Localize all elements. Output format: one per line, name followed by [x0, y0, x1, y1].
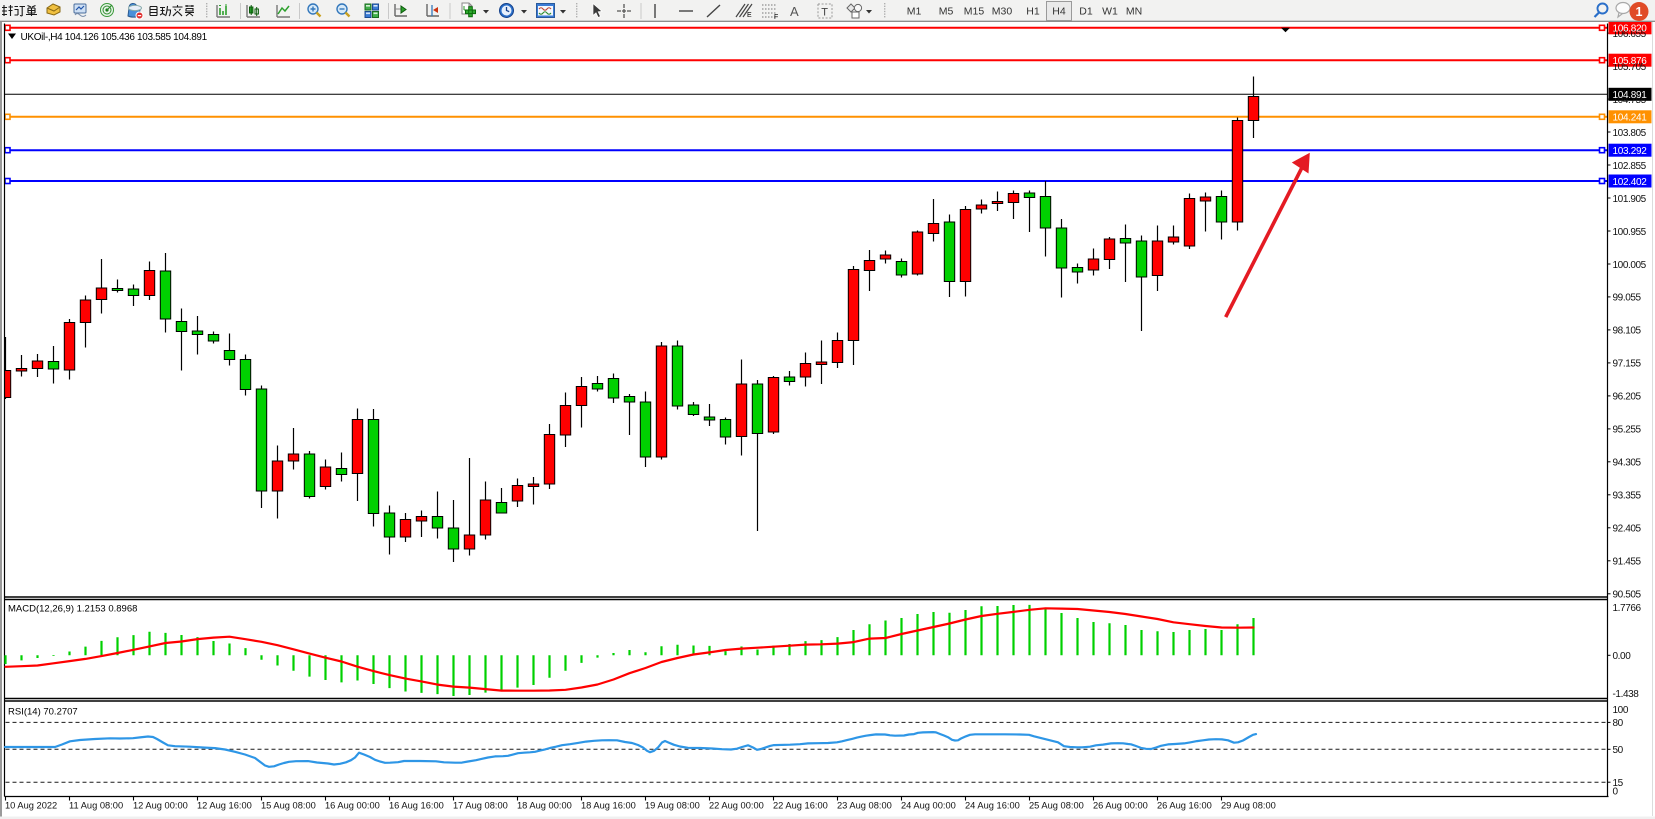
svg-text:29 Aug 08:00: 29 Aug 08:00 — [1221, 801, 1276, 811]
svg-text:M5: M5 — [939, 6, 954, 18]
svg-text:98.105: 98.105 — [1613, 326, 1642, 337]
svg-text:25 Aug 08:00: 25 Aug 08:00 — [1029, 801, 1084, 811]
svg-text:91.455: 91.455 — [1613, 557, 1642, 568]
svg-text:96.205: 96.205 — [1613, 392, 1642, 403]
svg-text:MN: MN — [1126, 6, 1142, 18]
svg-text:0.00: 0.00 — [1613, 651, 1632, 662]
svg-text:101.905: 101.905 — [1613, 194, 1647, 205]
svg-text:104.241: 104.241 — [1613, 113, 1648, 124]
svg-text:19 Aug 08:00: 19 Aug 08:00 — [645, 801, 700, 811]
svg-text:12 Aug 16:00: 12 Aug 16:00 — [197, 801, 252, 811]
svg-text:102.402: 102.402 — [1613, 177, 1648, 188]
svg-text:105.705: 105.705 — [1613, 62, 1647, 73]
svg-text:100: 100 — [1613, 705, 1629, 716]
svg-text:18 Aug 16:00: 18 Aug 16:00 — [581, 801, 636, 811]
svg-text:16 Aug 00:00: 16 Aug 00:00 — [325, 801, 380, 811]
svg-text:0: 0 — [1613, 786, 1619, 797]
svg-text:16 Aug 16:00: 16 Aug 16:00 — [389, 801, 444, 811]
svg-text:H4: H4 — [1052, 6, 1066, 18]
svg-text:100.955: 100.955 — [1613, 227, 1647, 238]
svg-text:95.255: 95.255 — [1613, 425, 1642, 436]
svg-text:100.005: 100.005 — [1613, 260, 1647, 271]
svg-text:15 Aug 08:00: 15 Aug 08:00 — [261, 801, 316, 811]
svg-text:104.755: 104.755 — [1613, 95, 1647, 106]
svg-text:1.7766: 1.7766 — [1613, 603, 1642, 614]
svg-text:11 Aug 08:00: 11 Aug 08:00 — [69, 801, 123, 811]
svg-text:104.891: 104.891 — [1613, 90, 1648, 101]
svg-text:93.355: 93.355 — [1613, 491, 1642, 502]
svg-text:10 Aug 2022: 10 Aug 2022 — [5, 801, 57, 811]
svg-text:103.292: 103.292 — [1613, 146, 1648, 157]
svg-text:RSI(14) 70.2707: RSI(14) 70.2707 — [8, 707, 78, 718]
svg-text:D1: D1 — [1079, 6, 1093, 18]
svg-text:23 Aug 08:00: 23 Aug 08:00 — [837, 801, 892, 811]
svg-text:H1: H1 — [1026, 6, 1040, 18]
svg-text:106.655: 106.655 — [1613, 29, 1647, 40]
svg-text:94.305: 94.305 — [1613, 458, 1642, 469]
svg-text:T: T — [821, 7, 828, 19]
svg-text:90.505: 90.505 — [1613, 590, 1642, 601]
svg-text:92.405: 92.405 — [1613, 524, 1642, 535]
svg-text:W1: W1 — [1102, 6, 1118, 18]
svg-text:MACD(12,26,9) 1.2153 0.8968: MACD(12,26,9) 1.2153 0.8968 — [8, 604, 137, 615]
svg-text:103.805: 103.805 — [1613, 128, 1647, 139]
svg-text:22 Aug 16:00: 22 Aug 16:00 — [773, 801, 828, 811]
svg-text:17 Aug 08:00: 17 Aug 08:00 — [453, 801, 508, 811]
svg-text:22 Aug 00:00: 22 Aug 00:00 — [709, 801, 764, 811]
svg-text:A: A — [790, 4, 799, 19]
svg-text:15: 15 — [1613, 778, 1624, 789]
svg-text:F: F — [774, 14, 778, 21]
svg-text:80: 80 — [1613, 718, 1624, 729]
svg-text:106.820: 106.820 — [1613, 24, 1648, 35]
svg-text:105.876: 105.876 — [1613, 56, 1648, 67]
svg-text:50: 50 — [1613, 745, 1624, 756]
svg-text:99.055: 99.055 — [1613, 293, 1642, 304]
svg-text:18 Aug 00:00: 18 Aug 00:00 — [517, 801, 572, 811]
svg-text:24 Aug 16:00: 24 Aug 16:00 — [965, 801, 1020, 811]
svg-text:-1.438: -1.438 — [1613, 689, 1640, 700]
svg-text:102.855: 102.855 — [1613, 161, 1647, 172]
svg-text:M1: M1 — [907, 6, 922, 18]
svg-text:97.155: 97.155 — [1613, 359, 1642, 370]
svg-text:24 Aug 00:00: 24 Aug 00:00 — [901, 801, 956, 811]
svg-text:26 Aug 00:00: 26 Aug 00:00 — [1093, 801, 1148, 811]
svg-text:E: E — [747, 12, 752, 19]
svg-text:12 Aug 00:00: 12 Aug 00:00 — [133, 801, 188, 811]
svg-text:M15: M15 — [964, 6, 985, 18]
svg-text:26 Aug 16:00: 26 Aug 16:00 — [1157, 801, 1212, 811]
svg-text:UKOil-,H4 104.126 105.436 103: UKOil-,H4 104.126 105.436 103.585 104.89… — [21, 32, 208, 43]
svg-text:1: 1 — [1636, 5, 1643, 19]
svg-text:M30: M30 — [992, 6, 1013, 18]
